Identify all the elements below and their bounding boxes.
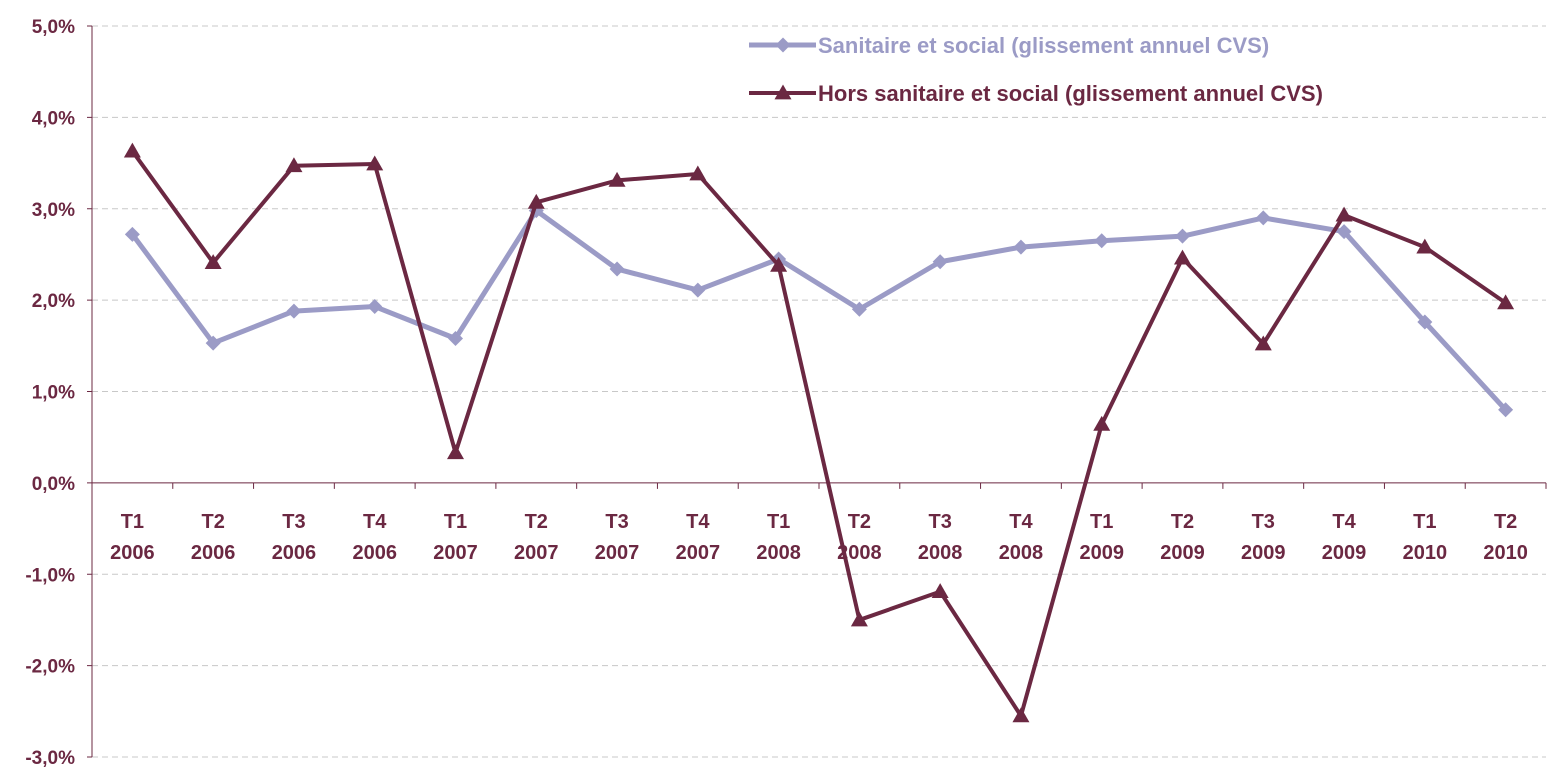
data-point bbox=[204, 254, 222, 270]
data-point bbox=[1497, 294, 1515, 310]
legend-entry-2: Hors sanitaire et social (glissement ann… bbox=[749, 81, 1323, 106]
x-tick-label: T3 2006 bbox=[272, 511, 317, 564]
data-point bbox=[1013, 239, 1029, 255]
data-point bbox=[447, 444, 464, 460]
data-point bbox=[285, 157, 303, 173]
data-point bbox=[1335, 206, 1353, 222]
y-tick-label: 1,0% bbox=[32, 383, 75, 404]
series-2 bbox=[123, 142, 1515, 723]
series-1 bbox=[124, 203, 1514, 418]
x-tick-label: T1 2010 bbox=[1403, 511, 1448, 564]
y-tick-label: 0,0% bbox=[32, 474, 75, 495]
x-tick-label: T1 2008 bbox=[756, 511, 801, 564]
data-point bbox=[1255, 210, 1271, 226]
grid-lines bbox=[92, 25, 1546, 758]
y-tick-label: 4,0% bbox=[32, 108, 75, 129]
y-tick-label: -3,0% bbox=[25, 748, 75, 768]
legend-label: Hors sanitaire et social (glissement ann… bbox=[818, 81, 1323, 106]
legend-entry-1: Sanitaire et social (glissement annuel C… bbox=[749, 33, 1269, 58]
x-tick-label: T3 2008 bbox=[918, 511, 963, 564]
x-tick-label: T1 2006 bbox=[110, 511, 155, 564]
x-tick-label: T3 2009 bbox=[1241, 511, 1286, 564]
x-tick-label: T2 2010 bbox=[1483, 511, 1528, 564]
data-point bbox=[932, 254, 948, 270]
series-line bbox=[130, 208, 1508, 412]
data-point bbox=[286, 303, 302, 319]
x-tick-label: T4 2006 bbox=[352, 511, 397, 564]
data-point bbox=[851, 301, 867, 317]
x-tick-label: T2 2006 bbox=[191, 511, 236, 564]
data-point bbox=[609, 261, 625, 277]
data-point bbox=[1498, 402, 1514, 418]
data-point bbox=[1012, 707, 1030, 723]
legend-marker bbox=[775, 37, 791, 53]
x-tick-label: T2 2007 bbox=[514, 511, 559, 564]
data-point bbox=[1417, 314, 1433, 330]
data-point bbox=[1416, 238, 1434, 254]
data-point bbox=[366, 155, 384, 171]
y-tick-label: 3,0% bbox=[32, 200, 75, 221]
x-axis-tick-labels: T1 2006 T2 2006 T3 2006 T4 2006 T1 2007 T2 2007 T3 20… bbox=[110, 511, 1528, 564]
y-axis-tick-labels: 5,0% 4,0% 3,0% 2,0% 1,0% 0,0% -1,0% -2,0% -3,0% bbox=[25, 17, 75, 768]
y-tick-label: 5,0% bbox=[32, 17, 75, 38]
x-tick-label: T2 2008 bbox=[837, 511, 882, 564]
data-point bbox=[1094, 233, 1110, 249]
data-point bbox=[527, 193, 545, 209]
data-point bbox=[124, 226, 140, 242]
data-point bbox=[367, 299, 383, 315]
series-lines bbox=[123, 142, 1515, 723]
y-tick-label: 2,0% bbox=[32, 291, 75, 312]
data-point bbox=[1093, 415, 1111, 431]
x-tick-label: T4 2008 bbox=[999, 511, 1044, 564]
data-point bbox=[1254, 335, 1272, 351]
legend: Sanitaire et social (glissement annuel C… bbox=[749, 33, 1323, 106]
axes bbox=[87, 25, 1547, 758]
x-tick-label: T4 2007 bbox=[676, 511, 721, 564]
data-point bbox=[1174, 249, 1191, 265]
data-point bbox=[689, 165, 707, 181]
data-point bbox=[850, 611, 868, 627]
data-point bbox=[1175, 228, 1190, 244]
x-tick-label: T1 2009 bbox=[1079, 511, 1124, 564]
data-point bbox=[205, 335, 221, 351]
data-point bbox=[770, 256, 788, 272]
data-point bbox=[448, 331, 463, 347]
x-tick-label: T3 2007 bbox=[595, 511, 640, 564]
y-tick-label: -2,0% bbox=[25, 657, 75, 678]
x-tick-label: T1 2007 bbox=[433, 511, 478, 564]
data-point bbox=[1336, 224, 1352, 240]
x-tick-label: T2 2009 bbox=[1160, 511, 1205, 564]
y-tick-label: -1,0% bbox=[25, 565, 75, 586]
legend-marker bbox=[774, 84, 792, 100]
series-line bbox=[130, 150, 1507, 718]
legend-label: Sanitaire et social (glissement annuel C… bbox=[818, 33, 1269, 58]
x-tick-label: T4 2009 bbox=[1322, 511, 1367, 564]
data-point bbox=[931, 583, 949, 598]
data-point bbox=[608, 171, 626, 187]
data-point bbox=[123, 142, 141, 158]
data-point bbox=[690, 282, 706, 298]
